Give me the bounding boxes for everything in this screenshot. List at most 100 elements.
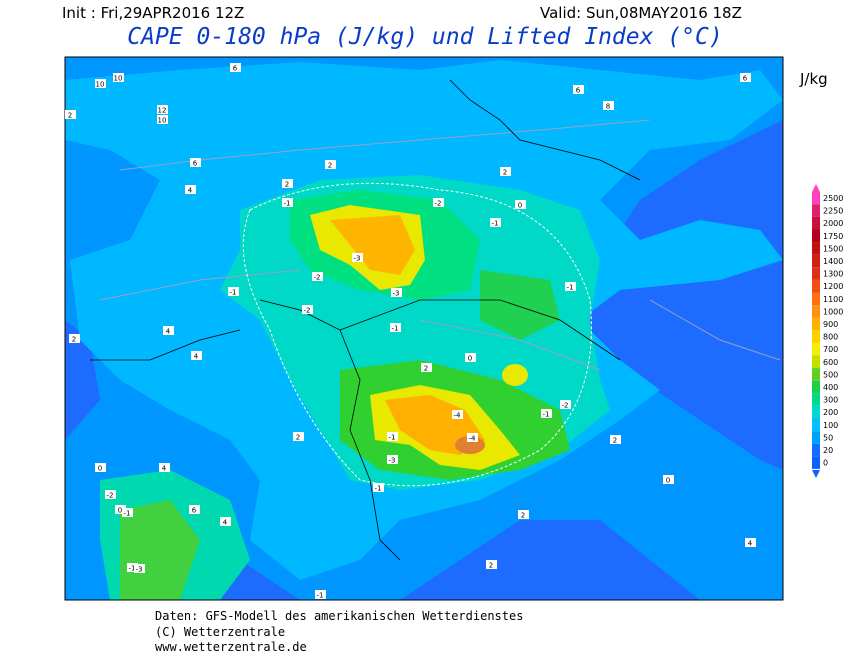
colorbar-swatch	[812, 330, 820, 343]
contour-label-box	[452, 410, 463, 419]
contour-label-box	[230, 63, 241, 72]
colorbar-swatch	[812, 368, 820, 381]
contour-label-box	[465, 353, 476, 362]
contour-label: -3	[354, 255, 361, 263]
colorbar-swatch	[812, 355, 820, 369]
contour-label: 10	[158, 117, 167, 125]
contour-label: -1	[129, 565, 136, 573]
contour-label-box	[373, 483, 384, 492]
contour-label-box	[560, 400, 571, 409]
colorbar-swatch	[812, 216, 820, 230]
contour-label-box	[391, 288, 402, 297]
contour-label-box	[191, 351, 202, 360]
contour-label: -2	[562, 402, 569, 410]
colorbar-label: 20	[823, 446, 833, 455]
footer-line: www.wetterzentrale.de	[155, 640, 307, 654]
colorbar-swatch	[812, 204, 820, 217]
contour-label: -1	[284, 200, 291, 208]
colorbar-label: 1100	[823, 295, 843, 304]
contour-label: -1	[492, 220, 499, 228]
colorbar-label: 1750	[823, 232, 843, 241]
contour-label: 0	[518, 202, 522, 210]
colorbar-swatch	[812, 342, 820, 356]
contour-label: 2	[489, 562, 493, 570]
contour-label: -1	[543, 411, 550, 419]
contour-label: 2	[296, 434, 300, 442]
contour-label-box	[312, 272, 323, 281]
contour-label-box	[159, 463, 170, 472]
contour-label: -1	[392, 325, 399, 333]
contour-label-box	[352, 253, 363, 262]
colorbar-label: 1200	[823, 282, 843, 291]
contour-label: -1	[124, 510, 131, 518]
contour-label-box	[95, 463, 106, 472]
colorbar-swatch	[812, 431, 820, 444]
contour-label-box	[122, 508, 133, 517]
contour-label-box	[433, 198, 444, 207]
contour-label-box	[486, 560, 497, 569]
colorbar-label: 2500	[823, 194, 843, 203]
contour-label: 6	[193, 160, 198, 168]
colorbar-swatch	[812, 292, 820, 306]
contour-label-box	[500, 167, 511, 176]
colorbar-label: 700	[823, 345, 838, 354]
colorbar-label: 50	[823, 433, 833, 442]
contour-label-box	[490, 218, 501, 227]
contour-label-box	[421, 363, 432, 372]
colorbar-label: 500	[823, 370, 838, 379]
contour-label: -2	[107, 492, 114, 500]
contour-label: 2	[613, 437, 617, 445]
colorbar-label: 900	[823, 320, 838, 329]
colorbar-swatch	[812, 229, 820, 243]
contour-label-box	[282, 198, 293, 207]
contour-label-box	[105, 490, 116, 499]
contour-label-box	[663, 475, 674, 484]
colorbar-label: 300	[823, 396, 838, 405]
contour-label: -1	[389, 434, 396, 442]
contour-label: -3	[393, 290, 400, 298]
colorbar-swatch	[812, 317, 820, 331]
contour-label: 4	[748, 540, 753, 548]
colorbar-swatch	[812, 305, 820, 318]
contour-label: 2	[72, 336, 76, 344]
contour-label-box	[115, 505, 126, 514]
colorbar-label: 1500	[823, 244, 843, 253]
contour-label-box	[65, 110, 76, 119]
contour-label-box	[325, 160, 336, 169]
contour-label-box	[467, 433, 478, 442]
contour-label-box	[541, 409, 552, 418]
contour-label: 10	[114, 75, 123, 83]
contour-label-box	[134, 564, 145, 573]
contour-label-box	[127, 563, 138, 572]
contour-label-box	[315, 590, 326, 599]
contour-label: 10	[96, 81, 105, 89]
colorbar-label: 1400	[823, 257, 843, 266]
colorbar-swatch	[812, 242, 820, 255]
contour-label: 2	[328, 162, 332, 170]
contour-label-box	[95, 79, 106, 88]
contour-label-box	[157, 105, 168, 114]
colorbar-label: 0	[823, 459, 828, 468]
contour-label: -3	[389, 457, 396, 465]
colorbar-swatch	[812, 380, 820, 394]
colorbar-label: 2000	[823, 219, 843, 228]
contour-label: 6	[576, 87, 581, 95]
contour-label: -1	[567, 284, 574, 292]
contour-label-box	[228, 287, 239, 296]
contour-label: 0	[118, 507, 122, 515]
colorbar-swatch	[812, 267, 820, 280]
contour-label: -2	[314, 274, 321, 282]
contour-label: -1	[230, 289, 237, 297]
init-time: Init : Fri,29APR2016 12Z	[62, 4, 244, 22]
contour-label-box	[387, 432, 398, 441]
contour-label-box	[518, 510, 529, 519]
contour-label: 0	[98, 465, 102, 473]
contour-label-box	[302, 305, 313, 314]
contour-label: 2	[521, 512, 525, 520]
colorbar-swatch	[812, 393, 820, 406]
contour-label: 4	[223, 519, 228, 527]
colorbar-swatch	[812, 443, 820, 457]
colorbar-swatch	[812, 279, 820, 293]
contour-label: 2	[424, 365, 428, 373]
